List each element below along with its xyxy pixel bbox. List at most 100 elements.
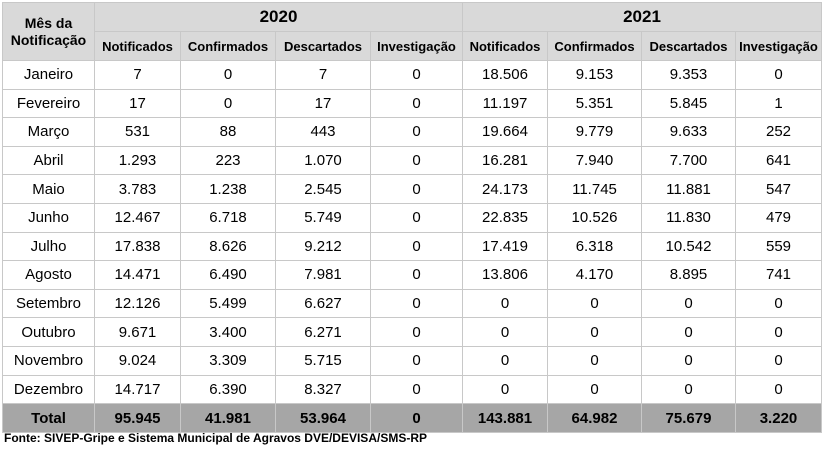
value-cell: 0 xyxy=(462,374,548,405)
value-cell: 547 xyxy=(735,174,822,204)
month-cell: Junho xyxy=(2,202,95,233)
value-cell: 0 xyxy=(547,288,642,319)
value-cell: 223 xyxy=(180,145,276,176)
total-value-cell: 41.981 xyxy=(180,403,276,434)
value-cell: 0 xyxy=(370,317,463,347)
value-cell: 22.835 xyxy=(462,202,548,233)
total-label: Total xyxy=(2,403,95,434)
month-cell: Fevereiro xyxy=(2,88,95,119)
value-cell: 479 xyxy=(735,202,822,233)
value-cell: 0 xyxy=(735,374,822,405)
value-cell: 9.671 xyxy=(94,317,181,347)
value-cell: 9.633 xyxy=(641,117,736,147)
value-cell: 9.153 xyxy=(547,60,642,90)
value-cell: 0 xyxy=(370,145,463,176)
value-cell: 0 xyxy=(370,288,463,319)
value-cell: 6.718 xyxy=(180,202,276,233)
value-cell: 6.271 xyxy=(275,317,371,347)
month-header: Mês da Notificação xyxy=(2,2,95,61)
month-cell: Janeiro xyxy=(2,60,95,90)
total-value-cell: 3.220 xyxy=(735,403,822,434)
value-cell: 0 xyxy=(735,345,822,376)
value-cell: 0 xyxy=(547,317,642,347)
value-cell: 11.881 xyxy=(641,174,736,204)
total-value-cell: 75.679 xyxy=(641,403,736,434)
notifications-table: Mês da Notificação 2020 2021 Notificados… xyxy=(2,2,822,434)
value-cell: 5.351 xyxy=(547,88,642,119)
month-cell: Agosto xyxy=(2,260,95,290)
value-cell: 9.353 xyxy=(641,60,736,90)
month-cell: Julho xyxy=(2,231,95,262)
month-cell: Maio xyxy=(2,174,95,204)
value-cell: 6.390 xyxy=(180,374,276,405)
value-cell: 0 xyxy=(547,374,642,405)
value-cell: 8.626 xyxy=(180,231,276,262)
value-cell: 0 xyxy=(370,260,463,290)
table-row: Outubro 9.671 3.400 6.271 0 0 0 0 0 xyxy=(2,317,822,347)
value-cell: 10.526 xyxy=(547,202,642,233)
value-cell: 88 xyxy=(180,117,276,147)
value-cell: 1.293 xyxy=(94,145,181,176)
month-cell: Dezembro xyxy=(2,374,95,405)
value-cell: 11.830 xyxy=(641,202,736,233)
table-row: Agosto 14.471 6.490 7.981 0 13.806 4.170 8.895 7… xyxy=(2,260,822,290)
total-value-cell: 143.881 xyxy=(462,403,548,434)
value-cell: 3.309 xyxy=(180,345,276,376)
column-header: Confirmados xyxy=(547,31,642,61)
value-cell: 7.981 xyxy=(275,260,371,290)
value-cell: 531 xyxy=(94,117,181,147)
month-cell: Março xyxy=(2,117,95,147)
table-row: Dezembro 14.717 6.390 8.327 0 0 0 0 0 xyxy=(2,374,822,405)
total-value-cell: 64.982 xyxy=(547,403,642,434)
value-cell: 6.318 xyxy=(547,231,642,262)
value-cell: 0 xyxy=(735,288,822,319)
value-cell: 0 xyxy=(641,374,736,405)
table-row: Fevereiro 17 0 17 0 11.197 5.351 5.845 1 xyxy=(2,88,822,119)
value-cell: 0 xyxy=(370,374,463,405)
value-cell: 6.627 xyxy=(275,288,371,319)
value-cell: 3.400 xyxy=(180,317,276,347)
value-cell: 16.281 xyxy=(462,145,548,176)
table-row: Março 531 88 443 0 19.664 9.779 9.633 252 xyxy=(2,117,822,147)
value-cell: 641 xyxy=(735,145,822,176)
value-cell: 2.545 xyxy=(275,174,371,204)
column-header: Notificados xyxy=(94,31,181,61)
value-cell: 8.327 xyxy=(275,374,371,405)
value-cell: 12.467 xyxy=(94,202,181,233)
value-cell: 741 xyxy=(735,260,822,290)
value-cell: 3.783 xyxy=(94,174,181,204)
value-cell: 0 xyxy=(547,345,642,376)
value-cell: 0 xyxy=(370,117,463,147)
value-cell: 17.419 xyxy=(462,231,548,262)
value-cell: 7.700 xyxy=(641,145,736,176)
value-cell: 0 xyxy=(641,288,736,319)
value-cell: 7 xyxy=(275,60,371,90)
table-row: Abril 1.293 223 1.070 0 16.281 7.940 7.700 641 xyxy=(2,145,822,176)
value-cell: 14.717 xyxy=(94,374,181,405)
value-cell: 5.845 xyxy=(641,88,736,119)
table-row: Janeiro 7 0 7 0 18.506 9.153 9.353 0 xyxy=(2,60,822,90)
value-cell: 0 xyxy=(180,88,276,119)
month-cell: Outubro xyxy=(2,317,95,347)
value-cell: 0 xyxy=(462,345,548,376)
value-cell: 0 xyxy=(641,345,736,376)
table-row: Setembro 12.126 5.499 6.627 0 0 0 0 0 xyxy=(2,288,822,319)
table-row: Novembro 9.024 3.309 5.715 0 0 0 0 0 xyxy=(2,345,822,376)
value-cell: 1 xyxy=(735,88,822,119)
value-cell: 0 xyxy=(462,288,548,319)
value-cell: 0 xyxy=(641,317,736,347)
value-cell: 19.664 xyxy=(462,117,548,147)
column-header: Investigação xyxy=(735,31,822,61)
value-cell: 9.212 xyxy=(275,231,371,262)
column-header: Descartados xyxy=(641,31,736,61)
total-value-cell: 0 xyxy=(370,403,463,434)
total-row: Total 95.945 41.981 53.964 0 143.881 64.982 75… xyxy=(2,403,822,434)
month-cell: Novembro xyxy=(2,345,95,376)
value-cell: 0 xyxy=(370,231,463,262)
value-cell: 7.940 xyxy=(547,145,642,176)
value-cell: 1.070 xyxy=(275,145,371,176)
value-cell: 0 xyxy=(370,174,463,204)
year-header-2020: 2020 xyxy=(94,2,463,32)
value-cell: 559 xyxy=(735,231,822,262)
value-cell: 17 xyxy=(94,88,181,119)
